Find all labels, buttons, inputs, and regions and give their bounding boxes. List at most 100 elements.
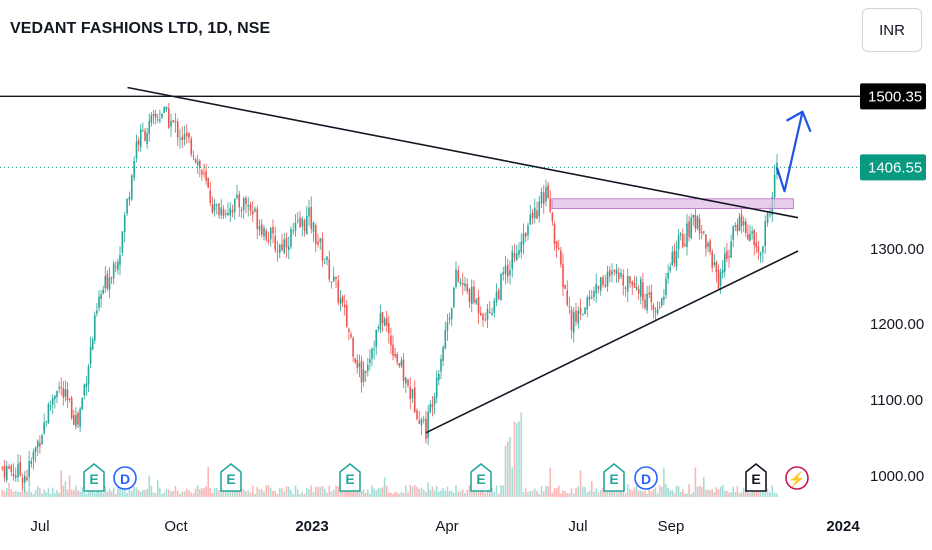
forecast-arrow[interactable]	[775, 111, 804, 193]
volume-bar	[455, 485, 457, 497]
chart-title: VEDANT FASHIONS LTD, 1D, NSE	[10, 20, 271, 37]
volume-bar	[64, 481, 67, 497]
candle-body	[233, 199, 236, 212]
candle-body	[106, 273, 109, 289]
volume-bar	[1, 490, 4, 497]
lightning-icon[interactable]: ⚡	[785, 466, 809, 490]
candle-body	[152, 114, 155, 116]
earnings-icon[interactable]: E	[339, 462, 361, 492]
candle-body	[85, 383, 88, 387]
volume-bar	[409, 485, 412, 497]
volume-bar	[620, 489, 622, 497]
candle-body	[301, 218, 304, 227]
volume-bar	[413, 485, 416, 497]
candle-body	[100, 294, 102, 299]
volume-bar	[247, 490, 250, 497]
volume-bar	[444, 490, 447, 497]
dividend-icon[interactable]: D	[113, 466, 137, 490]
volume-bar	[613, 489, 616, 497]
volume-bar	[593, 491, 595, 497]
badge-letter: E	[751, 471, 760, 487]
volume-bar	[161, 493, 163, 497]
candle-body	[442, 346, 444, 361]
descending-trendline[interactable]	[127, 86, 799, 219]
candle-body	[726, 250, 728, 259]
candle-body	[425, 418, 427, 439]
volume-bar	[502, 485, 505, 497]
volume-bar	[176, 490, 179, 497]
resistance-zone[interactable]	[551, 198, 794, 210]
candle-body	[17, 463, 19, 478]
earnings-icon[interactable]: E	[470, 462, 492, 492]
candle-body	[669, 267, 671, 271]
candle-body	[631, 281, 634, 286]
candle-body	[509, 270, 511, 276]
earnings-icon[interactable]: E	[745, 462, 767, 492]
candle-body	[506, 264, 509, 277]
volume-bar	[690, 493, 692, 497]
candle-body	[43, 422, 45, 434]
volume-bar	[43, 489, 45, 497]
candle-body	[112, 263, 115, 279]
candle-body	[294, 222, 297, 231]
volume-bar	[224, 488, 227, 497]
candle-body	[533, 207, 536, 219]
volume-bar	[364, 492, 367, 497]
candle-body	[719, 272, 722, 286]
candle-body	[242, 198, 245, 210]
volume-bar	[536, 490, 538, 497]
ascending-trendline[interactable]	[425, 250, 799, 434]
volume-bar	[646, 493, 648, 497]
volume-bar	[675, 485, 678, 497]
volume-bar	[740, 491, 743, 497]
volume-bar	[87, 489, 90, 497]
badge-letter: E	[89, 471, 98, 487]
volume-bar	[137, 490, 140, 497]
volume-bar	[10, 489, 13, 497]
volume-bar	[749, 492, 751, 497]
volume-bar	[433, 490, 436, 497]
candle-body	[251, 210, 254, 215]
candle-body	[416, 410, 418, 420]
volume-bar	[196, 485, 199, 497]
volume-bar	[14, 490, 17, 497]
volume-bar	[396, 492, 398, 497]
earnings-icon[interactable]: E	[603, 462, 625, 492]
earnings-icon[interactable]: E	[83, 462, 105, 492]
volume-bar	[762, 491, 764, 497]
candle-body	[650, 291, 653, 303]
candle-body	[28, 461, 30, 478]
candle-body	[745, 221, 747, 234]
candle-body	[692, 214, 695, 218]
candle-body	[123, 214, 126, 233]
candle-body	[77, 412, 79, 425]
volume-bar	[686, 493, 688, 497]
volume-bar	[17, 491, 19, 497]
earnings-icon[interactable]: E	[220, 462, 242, 492]
candle-body	[60, 387, 62, 389]
candle-body	[292, 230, 295, 232]
volume-bar	[258, 489, 261, 497]
dividend-icon[interactable]: D	[634, 466, 658, 490]
candle-body	[79, 408, 81, 427]
currency-button[interactable]: INR	[862, 8, 922, 52]
candle-body	[39, 442, 41, 447]
candle-body	[611, 271, 613, 275]
candle-body	[545, 187, 547, 202]
volume-bar	[56, 490, 58, 497]
volume-bar	[375, 490, 377, 497]
candle-body	[265, 230, 268, 240]
badge-shape	[113, 466, 137, 490]
candle-body	[148, 120, 151, 134]
volume-bar	[679, 491, 682, 497]
candle-body	[87, 366, 90, 385]
price-axis: 1300.00 1200.00 1100.00 1000.00 1500.35 …	[860, 83, 926, 485]
volume-bar	[211, 492, 214, 497]
candle-body	[728, 256, 730, 258]
volume-bar	[290, 490, 292, 497]
candle-body	[73, 415, 75, 425]
volume-bar	[45, 491, 48, 497]
volume-bar	[728, 492, 730, 497]
volume-bar	[47, 488, 50, 497]
